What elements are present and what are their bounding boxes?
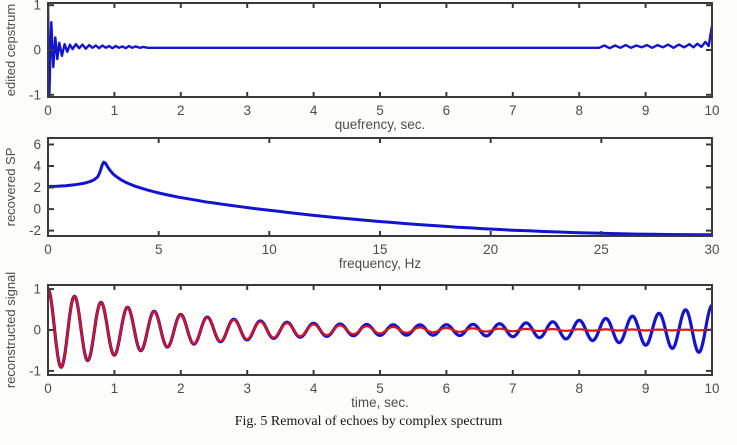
- x-tick-label: 9: [642, 103, 650, 118]
- y-axis-label: edited cepstrum: [3, 4, 18, 97]
- x-tick-label: 10: [704, 103, 719, 118]
- x-tick-label: 15: [372, 242, 387, 257]
- x-axis-label: frequency, Hz: [339, 256, 422, 271]
- x-tick-label: 20: [483, 242, 498, 257]
- x-tick-label: 2: [177, 381, 185, 396]
- x-tick-label: 3: [243, 103, 251, 118]
- plot-area: [48, 3, 712, 97]
- x-axis-label: time, sec.: [351, 395, 409, 410]
- x-tick-label: 7: [509, 381, 517, 396]
- series-line: [47, 288, 713, 369]
- series-group: [47, 160, 713, 237]
- y-tick-label: 0: [33, 202, 41, 217]
- x-axis-label: quefrency, sec.: [335, 117, 426, 132]
- series-group: [47, 287, 713, 369]
- figure-caption: Fig. 5 Removal of echoes by complex spec…: [234, 414, 503, 429]
- y-axis-label: recovered SP: [3, 148, 18, 227]
- x-tick-label: 4: [310, 103, 318, 118]
- y-tick-label: -1: [29, 363, 41, 378]
- x-tick-label: 10: [704, 381, 719, 396]
- x-tick-label: 25: [594, 242, 609, 257]
- y-tick-label: -1: [29, 87, 41, 102]
- y-tick-label: 4: [33, 159, 41, 174]
- x-tick-label: 0: [44, 381, 52, 396]
- x-tick-label: 1: [111, 381, 119, 396]
- y-tick-label: 0: [33, 323, 41, 338]
- series-line: [47, 2, 713, 98]
- x-tick-label: 8: [575, 103, 583, 118]
- x-tick-label: 4: [310, 381, 318, 396]
- y-tick-label: 6: [33, 137, 41, 152]
- series-group: [47, 2, 713, 98]
- y-tick-label: 0: [33, 43, 41, 58]
- x-tick-label: 10: [262, 242, 277, 257]
- y-axis-label: reconstructed signal: [3, 272, 18, 388]
- x-tick-label: 0: [44, 242, 52, 257]
- x-tick-label: 3: [243, 381, 251, 396]
- x-tick-label: 6: [443, 103, 451, 118]
- x-tick-label: 8: [575, 381, 583, 396]
- x-tick-label: 7: [509, 103, 517, 118]
- x-tick-label: 0: [44, 103, 52, 118]
- x-tick-label: 6: [443, 381, 451, 396]
- y-tick-label: 1: [33, 0, 41, 13]
- x-tick-label: 5: [376, 381, 384, 396]
- y-tick-label: 2: [33, 180, 41, 195]
- x-tick-label: 5: [155, 242, 163, 257]
- x-tick-label: 5: [376, 103, 384, 118]
- y-tick-label: 1: [33, 282, 41, 297]
- x-tick-label: 1: [111, 103, 119, 118]
- series-line: [47, 160, 713, 237]
- y-tick-label: -2: [29, 223, 41, 238]
- plot-area: [48, 138, 712, 236]
- x-tick-label: 9: [642, 381, 650, 396]
- x-tick-label: 30: [704, 242, 719, 257]
- x-tick-label: 2: [177, 103, 185, 118]
